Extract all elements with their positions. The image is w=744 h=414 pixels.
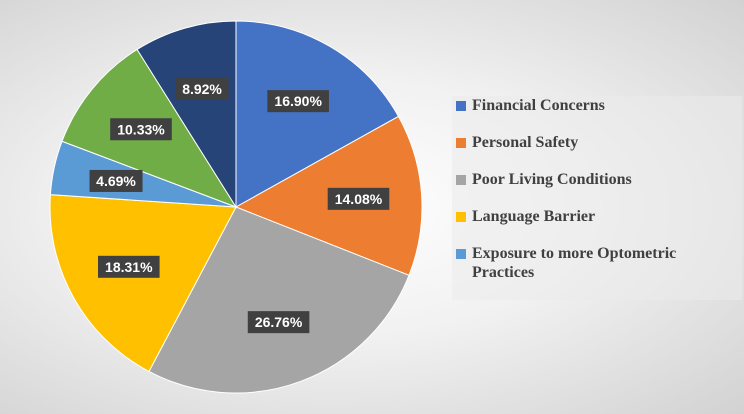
data-label-text: 4.69% (96, 173, 136, 189)
data-label-text: 16.90% (274, 93, 322, 109)
data-label-0: 16.90% (267, 90, 329, 113)
legend-item-language-barrier: Language Barrier (452, 207, 742, 226)
data-label-text: 26.76% (255, 314, 303, 330)
legend-item-exposure-optometric: Exposure to more Optometric Practices (452, 244, 742, 282)
pie-slice-3 (49, 194, 237, 373)
legend-item-financial-concerns: Financial Concerns (452, 96, 742, 115)
data-label-text: 8.92% (182, 81, 222, 97)
data-label-1: 14.08% (327, 187, 390, 210)
legend-swatch (456, 212, 466, 222)
legend-swatch (456, 101, 466, 111)
legend-swatch (456, 175, 466, 185)
data-label-2: 26.76% (247, 311, 310, 334)
data-label-text: 14.08% (335, 191, 383, 207)
legend-label: Exposure to more Optometric Practices (472, 245, 677, 281)
data-label-box (175, 78, 229, 101)
data-label-box (267, 90, 329, 113)
data-label-text: 18.31% (105, 259, 153, 275)
data-label-box (97, 255, 160, 278)
pie-slice-0 (235, 20, 400, 208)
data-label-5: 10.33% (110, 118, 172, 141)
legend: Financial Concerns Personal Safety Poor … (452, 96, 742, 300)
legend-swatch (456, 138, 466, 148)
legend-label: Personal Safety (472, 134, 579, 151)
legend-item-poor-living-conditions: Poor Living Conditions (452, 170, 742, 189)
data-label-4: 4.69% (89, 169, 143, 192)
pie-slice-6 (136, 20, 237, 209)
data-label-box (110, 118, 172, 141)
legend-item-personal-safety: Personal Safety (452, 133, 742, 152)
data-label-box (89, 169, 143, 192)
data-label-box (247, 311, 310, 334)
legend-swatch (456, 249, 466, 259)
data-label-text: 10.33% (117, 121, 165, 137)
legend-label: Financial Concerns (472, 97, 605, 114)
pie-slice-2 (148, 206, 410, 394)
data-label-box (327, 187, 390, 210)
data-label-3: 18.31% (97, 255, 160, 278)
legend-label: Language Barrier (472, 208, 596, 225)
legend-label: Poor Living Conditions (472, 171, 632, 188)
data-label-6: 8.92% (175, 78, 229, 101)
